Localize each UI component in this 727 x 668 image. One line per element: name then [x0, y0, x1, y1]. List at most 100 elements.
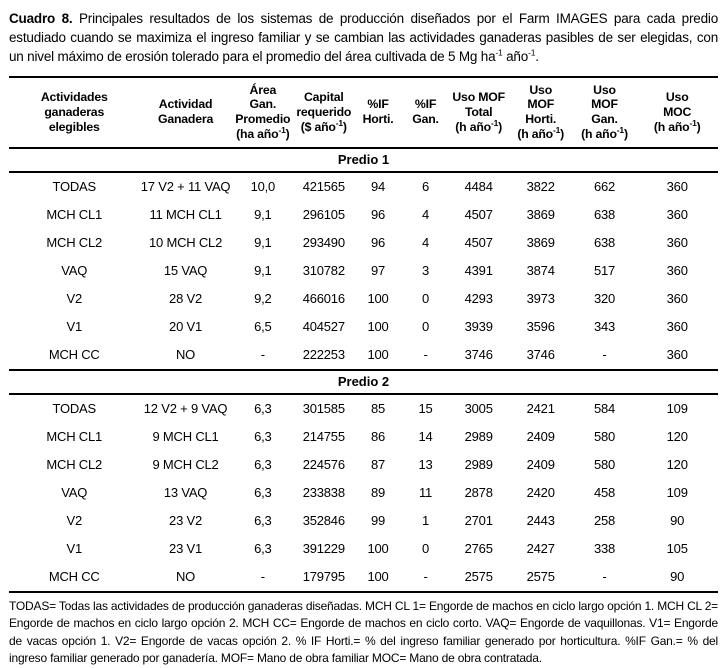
table-cell: 0: [421, 319, 430, 335]
table-cell: NO: [175, 569, 196, 585]
table-row: MCH CC NO - 222253 100 - 3746 3746 - 360: [9, 341, 718, 370]
column-unit: ($ año-1): [295, 118, 353, 135]
column-label: Uso MOF Horti.: [525, 82, 557, 127]
table-cell: 9,1: [254, 235, 272, 251]
caption-text: .: [535, 48, 539, 64]
table-cell: 17 V2 + 11 VAQ: [140, 179, 231, 195]
table-cell: 584: [593, 401, 616, 417]
table-row: MCH CC NO - 179795 100 - 2575 2575 - 90: [9, 563, 718, 592]
table-cell: 120: [666, 457, 688, 473]
table-cell: 2420: [526, 485, 555, 501]
table-cell: 23 V1: [169, 541, 203, 557]
table-cell: 3746: [464, 347, 493, 363]
column-header-uso-mof-total: Uso MOF Total (h año-1): [449, 77, 509, 148]
table-cell: -: [423, 347, 428, 363]
table-cell: 13: [418, 457, 433, 473]
table-cell: 9,1: [254, 263, 272, 279]
table-row: V2 28 V2 9,2 466016 100 0 4293 3973 320 360: [9, 285, 718, 313]
table-cell: 96: [370, 207, 386, 223]
table-cell: 2427: [526, 541, 555, 557]
table-cell: 23 V2: [169, 513, 203, 529]
table-cell: 100: [367, 347, 389, 363]
table-cell: MCH CL2: [46, 235, 103, 251]
column-header-capital-requerido: Capital requerido ($ año-1): [294, 77, 354, 148]
superscript: -1: [689, 117, 697, 128]
results-table: Actividades ganaderas elegibles Activida…: [9, 75, 718, 593]
table-cell: 6,5: [254, 319, 272, 335]
table-cell: 90: [670, 569, 685, 585]
table-cell: 109: [666, 485, 688, 501]
column-unit: (h año-1): [574, 126, 636, 142]
table-cell: 87: [370, 457, 386, 473]
unit-text: (h año: [653, 119, 690, 134]
table-caption: Cuadro 8. Principales resultados de los …: [9, 10, 718, 67]
table-cell: 3746: [526, 347, 555, 363]
table-footnote: TODAS= Todas las actividades de producci…: [9, 598, 718, 666]
table-cell: -: [423, 569, 428, 585]
table-cell: TODAS: [52, 401, 97, 417]
table-cell: 580: [593, 429, 616, 445]
table-cell: 2989: [464, 429, 493, 445]
superscript: -1: [553, 124, 561, 135]
column-label: Uso MOF Total: [452, 90, 505, 119]
table-cell: 100: [367, 319, 389, 335]
table-cell: V2: [66, 291, 82, 307]
table-cell: 9 MCH CL2: [152, 457, 219, 473]
table-cell: 360: [666, 347, 688, 363]
superscript: -1: [495, 47, 503, 58]
table-cell: 6,3: [254, 485, 272, 501]
table-cell: 360: [666, 207, 688, 223]
table-cell: MCH CL1: [46, 429, 103, 445]
table-cell: 11 MCH CL1: [149, 207, 222, 223]
table-cell: 4507: [464, 207, 493, 223]
table-row: MCH CL1 11 MCH CL1 9,1 296105 96 4 4507 3869 638…: [9, 201, 718, 229]
table-cell: 3973: [526, 291, 555, 307]
table-cell: 360: [666, 179, 688, 195]
table-cell: 99: [370, 513, 386, 529]
table-cell: 0: [421, 291, 430, 307]
table-row: V1 23 V1 6,3 391229 100 0 2765 2427 338 105: [9, 535, 718, 563]
table-cell: -: [602, 569, 607, 585]
table-cell: 86: [370, 429, 386, 445]
table-cell: 12 V2 + 9 VAQ: [143, 401, 228, 417]
table-cell: 120: [666, 429, 688, 445]
table-cell: 9 MCH CL1: [152, 429, 219, 445]
table-cell: -: [602, 347, 607, 363]
table-cell: 11: [418, 485, 433, 501]
table-cell: 100: [367, 541, 389, 557]
table-cell: 2409: [526, 457, 555, 473]
table-cell: 2409: [526, 429, 555, 445]
table-cell: 222253: [302, 347, 345, 363]
table-cell: 10,0: [250, 179, 276, 195]
table-cell: 105: [666, 541, 688, 557]
table-cell: 179795: [302, 569, 345, 585]
column-header-uso-moc: Uso MOC (h año-1): [636, 77, 718, 148]
column-label: Actividades ganaderas elegibles: [40, 90, 108, 134]
table-cell: 360: [666, 235, 688, 251]
table-cell: 96: [370, 235, 386, 251]
table-row: MCH CL2 10 MCH CL2 9,1 293490 96 4 4507 3869 638…: [9, 229, 718, 257]
table-cell: 352846: [302, 513, 345, 529]
column-header-uso-mof-horti: Uso MOF Horti. (h año-1): [509, 77, 573, 148]
table-cell: 97: [370, 263, 386, 279]
table-cell: 404527: [302, 319, 345, 335]
table-cell: 9,2: [254, 291, 272, 307]
table-cell: 638: [593, 235, 616, 251]
predio1-body: Predio 1 TODAS 17 V2 + 11 VAQ 10,0 421565 94…: [9, 148, 718, 370]
table-cell: 4507: [464, 235, 493, 251]
table-cell: 3939: [464, 319, 493, 335]
section-row-predio-1: Predio 1: [9, 148, 718, 172]
table-cell: 2989: [464, 457, 493, 473]
table-row: TODAS 12 V2 + 9 VAQ 6,3 301585 85 15 3005 2421 5…: [9, 394, 718, 423]
table-cell: VAQ: [61, 263, 88, 279]
table-cell: 100: [367, 291, 389, 307]
table-cell: 3: [421, 263, 430, 279]
table-row: VAQ 13 VAQ 6,3 233838 89 11 2878 2420 458 109: [9, 479, 718, 507]
table-cell: 360: [666, 291, 688, 307]
unit-text: ): [623, 126, 628, 141]
table-cell: MCH CL2: [46, 457, 103, 473]
table-cell: 301585: [302, 401, 345, 417]
predio2-body: Predio 2 TODAS 12 V2 + 9 VAQ 6,3 301585 85 15…: [9, 369, 718, 592]
unit-text: (h año: [581, 126, 617, 141]
table-cell: 458: [593, 485, 616, 501]
